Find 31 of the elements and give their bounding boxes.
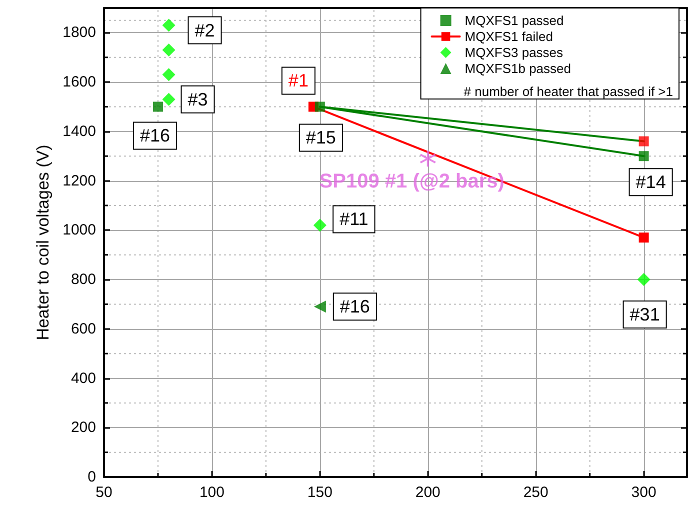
annotation: #15 (306, 128, 336, 148)
y-tick-label: 1400 (62, 122, 96, 140)
annotation: #31 (630, 304, 660, 325)
y-tick-label: 400 (70, 370, 96, 387)
y-tick-label: 1000 (62, 222, 96, 239)
x-tick-label: 300 (631, 484, 656, 501)
y-tick-label: 800 (70, 271, 96, 288)
annotation: #16 (140, 126, 170, 146)
x-tick-label: 50 (96, 484, 112, 501)
annotation: #16 (340, 296, 370, 317)
annotation: #14 (636, 172, 666, 192)
x-tick-label: 150 (307, 484, 332, 501)
x-tick-label: 250 (523, 484, 548, 501)
legend-label: MQXFS1 passed (464, 13, 564, 28)
y-tick-label: 1800 (62, 24, 96, 42)
legend-label: MQXFS1 failed (464, 29, 553, 44)
annotation: # number of heater that passed if >1 (464, 84, 673, 99)
y-axis-title: Heater to coil voltages (V) (34, 144, 53, 340)
x-tick-label: 100 (199, 484, 224, 501)
legend-label: MQXFS1b passed (464, 61, 572, 76)
annotation: #1 (288, 70, 308, 91)
x-tick-label: 200 (415, 484, 440, 501)
legend-label: MQXFS3 passes (464, 45, 564, 60)
y-tick-label: 1200 (62, 172, 96, 190)
y-tick-label: 200 (70, 419, 96, 436)
y-tick-label: 600 (70, 320, 96, 338)
y-tick-label: 1600 (62, 74, 96, 91)
y-tick-label: 0 (88, 468, 96, 486)
annotation: #11 (340, 209, 368, 230)
annotation: #2 (194, 20, 215, 40)
annotation: #3 (188, 89, 208, 110)
